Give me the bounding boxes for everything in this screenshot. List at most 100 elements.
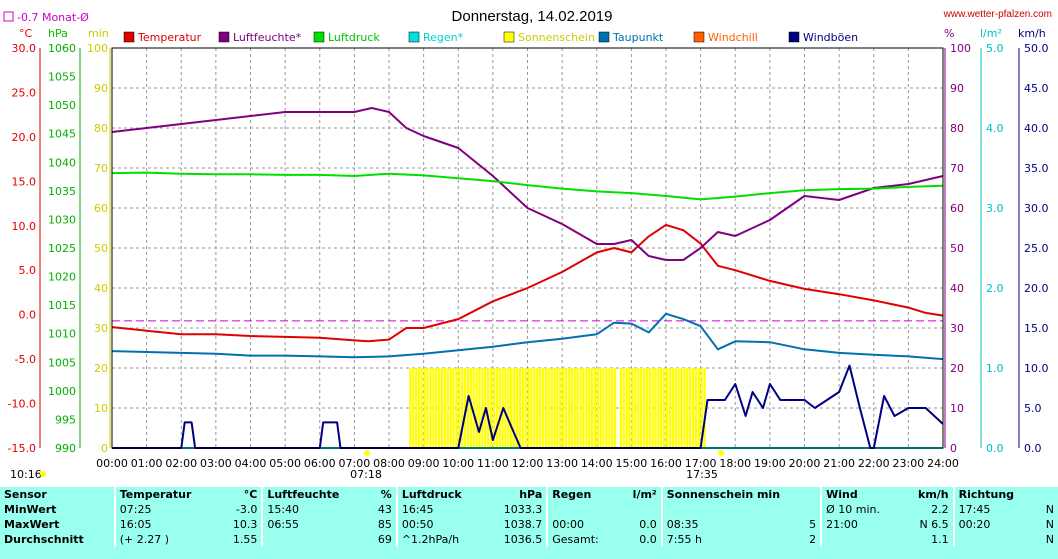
sunshine-bar [686,368,689,448]
sunshine-bar [640,368,643,448]
sunshine-bar [466,368,470,448]
x-tick-label: 14:00 [581,457,613,470]
th-humidity: Luftfeuchte [261,487,368,502]
temp-tick-label: -10.0 [8,398,36,411]
sunshine-bar [567,368,571,448]
x-tick-label: 03:00 [200,457,232,470]
sunshine-bar [674,368,677,448]
humidity-tick-label: 100 [950,42,971,55]
unit-pressure: hPa [48,27,68,40]
cell: 0.0 [639,518,657,531]
x-tick-label: 07:00 [339,457,371,470]
th-rain-unit: l/m² [632,488,657,501]
th-pressure: Luftdruck [395,487,486,502]
humidity-tick-label: 80 [950,122,964,135]
sunshine-bar [498,368,501,448]
sunshine-bar [423,368,426,448]
sunshine-bar [435,368,438,448]
sunshine-bar [683,368,686,448]
wind-tick-label: 45.0 [1024,82,1049,95]
legend-swatch [788,31,800,43]
rain-tick-label: 1.0 [986,362,1004,375]
legend-label: Taupunkt [612,31,664,44]
sunshine-bar [443,368,447,448]
x-tick-label: 22:00 [858,457,890,470]
humidity-tick-label: 70 [950,162,964,175]
temp-tick-label: 20.0 [12,131,37,144]
rain-tick-label: 0.0 [986,442,1004,455]
sunshine-bar [550,368,553,448]
sunshine-bar [478,368,481,448]
cell [779,502,821,517]
humidity-tick-label: 60 [950,202,964,215]
sunshine-bar [530,368,533,448]
th-temp-unit: °C [243,488,258,501]
sunshine-bar [515,368,519,448]
wind-tick-label: 10.0 [1024,362,1049,375]
th-wind: Wind [820,487,903,502]
sunshine-bar [472,368,475,448]
sunshine-bar [642,368,646,448]
x-tick-label: 20:00 [789,457,821,470]
site-link[interactable]: www.wetter-pfalzen.com [943,9,1052,20]
sunshine-tick-label: 40 [94,282,108,295]
sunshine-bar [536,368,539,448]
x-tick-label: 04:00 [235,457,267,470]
sunshine-bar [619,368,623,448]
series-windb-en [112,364,944,449]
legend-swatch [313,31,325,43]
temp-tick-label: 15.0 [12,175,37,188]
sunrise-sun-icon [364,450,370,456]
pressure-tick-label: 995 [55,413,76,426]
humidity-tick-label: 10 [950,402,964,415]
pressure-tick-label: 1035 [48,185,76,198]
row-label: MinWert [4,503,57,516]
wind-tick-label: 35.0 [1024,162,1049,175]
cell: 2 [809,533,817,546]
cell: 1.55 [232,533,258,546]
sunshine-bar [608,368,611,448]
rain-tick-label: 4.0 [986,122,1004,135]
sunshine-bar [628,368,631,448]
cell: 06:55 [261,517,368,532]
legend-swatch [503,31,515,43]
sunshine-bar [677,368,680,448]
x-tick-label: 05:00 [269,457,301,470]
x-tick-label: 09:00 [408,457,440,470]
cell: 00:00 [546,517,619,532]
sunshine-bar [513,368,516,448]
sunshine-bar [680,368,683,448]
humidity-tick-label: 50 [950,242,964,255]
x-tick-label: 24:00 [927,457,959,470]
sunshine-bar [689,368,692,448]
cell: Gesamt: [546,532,619,547]
th-press-unit: hPa [519,488,543,501]
sunshine-bar [429,368,432,448]
cell: N [1045,503,1054,516]
cell: Ø 10 min. [820,502,903,517]
cell: 00:50 [395,517,486,532]
x-tick-label: 01:00 [131,457,163,470]
sunshine-bar [625,368,628,448]
sunshine-bar [668,368,672,448]
rain-tick-label: 2.0 [986,282,1004,295]
unit-rain: l/m² [980,27,1002,40]
x-tick-label: 10:00 [442,457,474,470]
sunshine-tick-label: 80 [94,122,108,135]
legend-label: Sonnenschein [518,31,595,44]
series-luftfeuchte [111,107,944,261]
cell [820,532,903,547]
legend-label: Windböen [803,31,858,44]
wind-tick-label: 20.0 [1024,282,1049,295]
pressure-tick-label: 1010 [48,328,76,341]
sunshine-tick-label: 50 [94,242,108,255]
series-luftdruck [111,171,944,201]
cell: 10.3 [232,518,258,531]
weather-chart: Donnerstag, 14.02.2019 www.wetter-pfalze… [3,8,1052,481]
sunshine-bar [504,368,507,448]
cell: 16:05 [113,517,220,532]
sunshine-bar [438,368,441,448]
sunshine-bar [694,368,698,448]
cell: 1033.3 [503,503,543,516]
x-tick-label: 21:00 [823,457,855,470]
